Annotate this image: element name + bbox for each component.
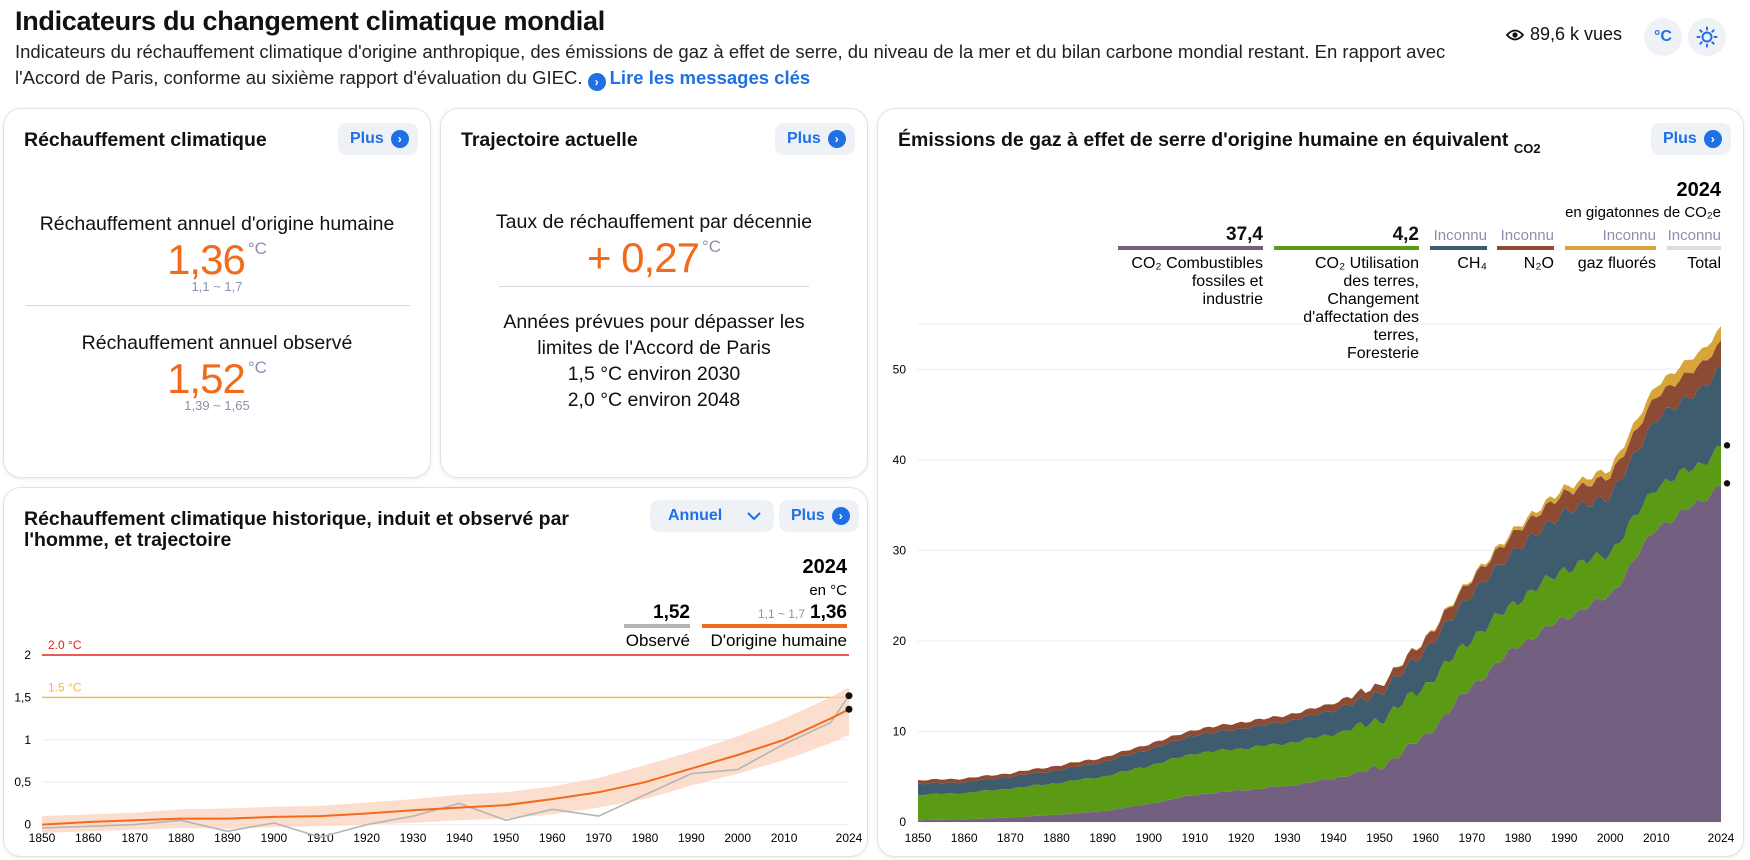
key-messages-label: Lire les messages clés xyxy=(609,67,811,88)
trajectory-card: Trajectoire actuelle Plus › Taux de récha… xyxy=(440,108,868,478)
more-label: Plus xyxy=(791,507,825,524)
chevron-right-icon: › xyxy=(390,130,409,148)
history-card-title: Réchauffement climatique historique, ind… xyxy=(24,508,570,551)
chevron-right-icon: › xyxy=(827,130,846,148)
page-description: Indicateurs du réchauffement climatique … xyxy=(15,39,1495,91)
more-label: Plus xyxy=(787,130,821,147)
emissions-title-text: Émissions de gaz à effet de serre d'orig… xyxy=(898,129,1509,151)
eye-icon xyxy=(1506,29,1524,40)
warming-card: Réchauffement climatique Plus › Réchauffe… xyxy=(3,108,431,478)
human-warming-label: Réchauffement annuel d'origine humaine xyxy=(39,213,395,235)
emissions-card: Émissions de gaz à effet de serre d'orig… xyxy=(877,108,1744,857)
observed-warming-number: 1,52 xyxy=(167,355,246,402)
more-label: Plus xyxy=(1663,130,1697,147)
history-card: Réchauffement climatique historique, ind… xyxy=(3,487,868,857)
divider xyxy=(26,305,410,306)
key-messages-link[interactable]: › Lire les messages clés xyxy=(587,67,811,91)
human-warming-block: Réchauffement annuel d'origine humaine 1… xyxy=(4,213,430,294)
period-dropdown[interactable]: Annuel xyxy=(650,500,774,532)
description-text: Indicateurs du réchauffement climatique … xyxy=(15,41,1446,88)
warming-card-title: Réchauffement climatique xyxy=(24,129,267,151)
observed-warming-block: Réchauffement annuel observé 1,52 °C 1,39… xyxy=(4,332,430,413)
trajectory-card-title: Trajectoire actuelle xyxy=(461,129,638,151)
warming-rate-block: Taux de réchauffement par décennie + 0,2… xyxy=(441,211,867,282)
more-label: Plus xyxy=(350,130,384,147)
paris-projection-label: Années prévues pour dépasser les limites… xyxy=(503,311,805,359)
page-title: Indicateurs du changement climatique mon… xyxy=(15,6,605,36)
paris-projection-block: Années prévues pour dépasser les limites… xyxy=(481,309,827,413)
unit-toggle-label: °C xyxy=(1654,28,1672,45)
theme-toggle-button[interactable] xyxy=(1688,18,1726,56)
view-count: 89,6 k vues xyxy=(1506,24,1622,45)
observed-warming-value: 1,52 °C xyxy=(4,355,430,403)
chevron-right-icon: › xyxy=(831,507,850,525)
paris-limit-15: 1,5 °C environ 2030 xyxy=(567,363,741,385)
view-count-text: 89,6 k vues xyxy=(1530,24,1623,44)
paris-limit-20: 2,0 °C environ 2048 xyxy=(567,389,741,411)
trajectory-more-button[interactable]: Plus › xyxy=(775,123,855,155)
unit-label: °C xyxy=(701,237,722,256)
unit-toggle-button[interactable]: °C xyxy=(1644,18,1682,56)
unit-label: °C xyxy=(247,358,267,377)
human-warming-range: 1,1 ~ 1,7 xyxy=(191,279,243,294)
emissions-more-button[interactable]: Plus › xyxy=(1651,123,1731,155)
chevron-right-icon: › xyxy=(587,73,606,91)
divider xyxy=(499,286,809,287)
observed-warming-range: 1,39 ~ 1,65 xyxy=(184,398,250,413)
observed-warming-label: Réchauffement annuel observé xyxy=(81,332,353,354)
history-more-button[interactable]: Plus › xyxy=(779,500,859,532)
warming-rate-number: + 0,27 xyxy=(586,234,700,281)
emissions-title-sub: CO2 xyxy=(1513,141,1541,156)
sun-icon xyxy=(1696,26,1718,48)
chevron-right-icon: › xyxy=(1703,130,1722,148)
warming-rate-value: + 0,27 °C xyxy=(441,234,867,282)
page-header: Indicateurs du changement climatique mon… xyxy=(15,6,1495,91)
period-dropdown-label: Annuel xyxy=(668,507,723,524)
warming-more-button[interactable]: Plus › xyxy=(338,123,418,155)
human-warming-value: 1,36 °C xyxy=(4,236,430,284)
emissions-card-title: Émissions de gaz à effet de serre d'orig… xyxy=(898,130,1541,159)
chevron-down-icon xyxy=(747,512,761,521)
warming-rate-label: Taux de réchauffement par décennie xyxy=(495,211,813,233)
unit-label: °C xyxy=(247,239,267,258)
human-warming-number: 1,36 xyxy=(167,236,246,283)
